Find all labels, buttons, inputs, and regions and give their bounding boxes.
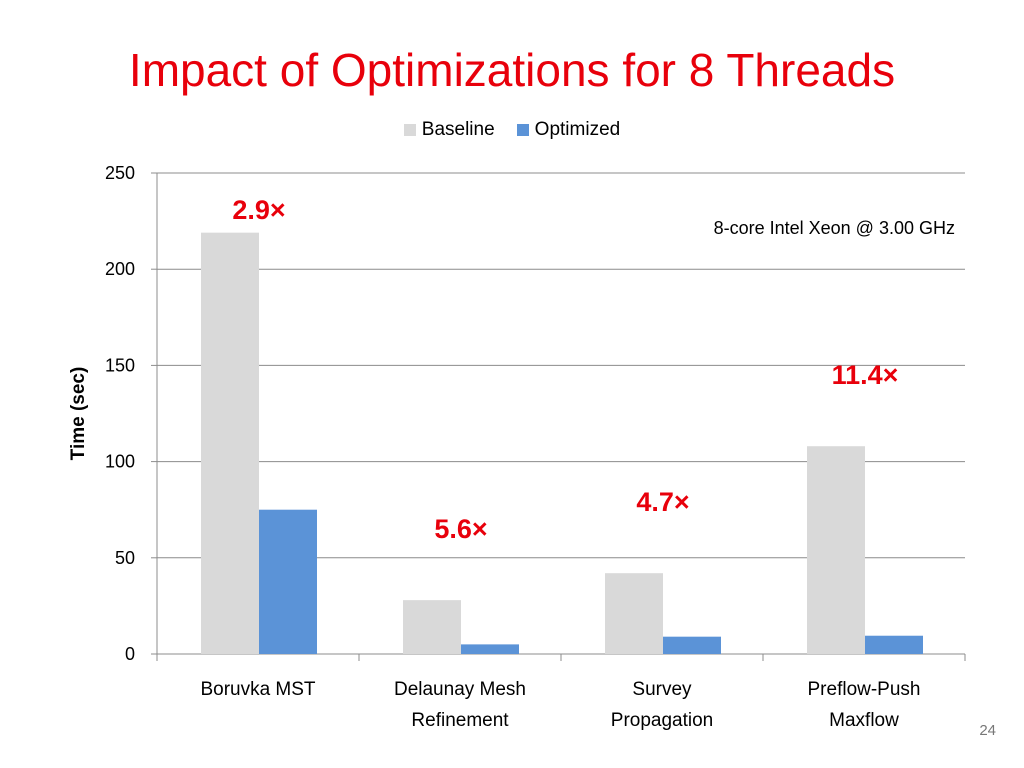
labels: 0 50 100 150 200 250 Time (sec) Boruvka MST Dela… — [68, 163, 955, 731]
y-tick-label-250: 250 — [105, 163, 135, 183]
bar-optimized-2 — [663, 636, 721, 654]
speedup-label-2: 4.7× — [636, 487, 689, 517]
legend-swatch-baseline — [403, 124, 416, 136]
slide-title: Impact of Optimizations for 8 Threads — [128, 44, 896, 96]
speedup-label-3: 11.4× — [832, 360, 899, 390]
x-category-label-1-1: Refinement — [411, 710, 509, 731]
bar-optimized-3 — [865, 635, 923, 654]
x-category-label-2-0: Survey — [632, 679, 692, 700]
speedup-label-0: 2.9× — [232, 195, 285, 225]
y-tick-label-100: 100 — [105, 452, 135, 472]
legend-label-baseline: Baseline — [421, 119, 495, 140]
legend-label-optimized: Optimized — [534, 119, 621, 140]
y-tick-label-200: 200 — [105, 259, 135, 279]
y-tick-label-150: 150 — [105, 355, 135, 375]
x-category-label-0-0: Boruvka MST — [200, 679, 315, 700]
legend-item-baseline: Baseline — [403, 119, 495, 141]
y-tick-label-50: 50 — [115, 548, 135, 568]
bar-baseline-0 — [201, 232, 259, 655]
bar-baseline-2 — [605, 573, 663, 654]
x-category-label-1-0: Delaunay Mesh — [394, 679, 526, 700]
speedup-label-1: 5.6× — [434, 514, 487, 544]
slide-number: 24 — [979, 722, 996, 739]
bar-baseline-3 — [807, 446, 865, 654]
legend-item-optimized: Optimized — [516, 119, 621, 141]
x-category-label-3-1: Maxflow — [829, 710, 899, 731]
y-tick-label-0: 0 — [125, 644, 135, 664]
bars — [201, 232, 923, 655]
bar-optimized-1 — [461, 644, 519, 654]
chart-legend: Baseline Optimized — [0, 119, 1024, 141]
legend-swatch-optimized — [516, 124, 529, 136]
hardware-annotation: 8-core Intel Xeon @ 3.00 GHz — [714, 218, 955, 238]
x-category-label-3-0: Preflow-Push — [808, 679, 921, 700]
y-axis-title: Time (sec) — [68, 367, 89, 461]
bar-baseline-1 — [403, 600, 461, 654]
bar-optimized-0 — [259, 509, 317, 654]
x-category-label-2-1: Propagation — [611, 710, 713, 731]
